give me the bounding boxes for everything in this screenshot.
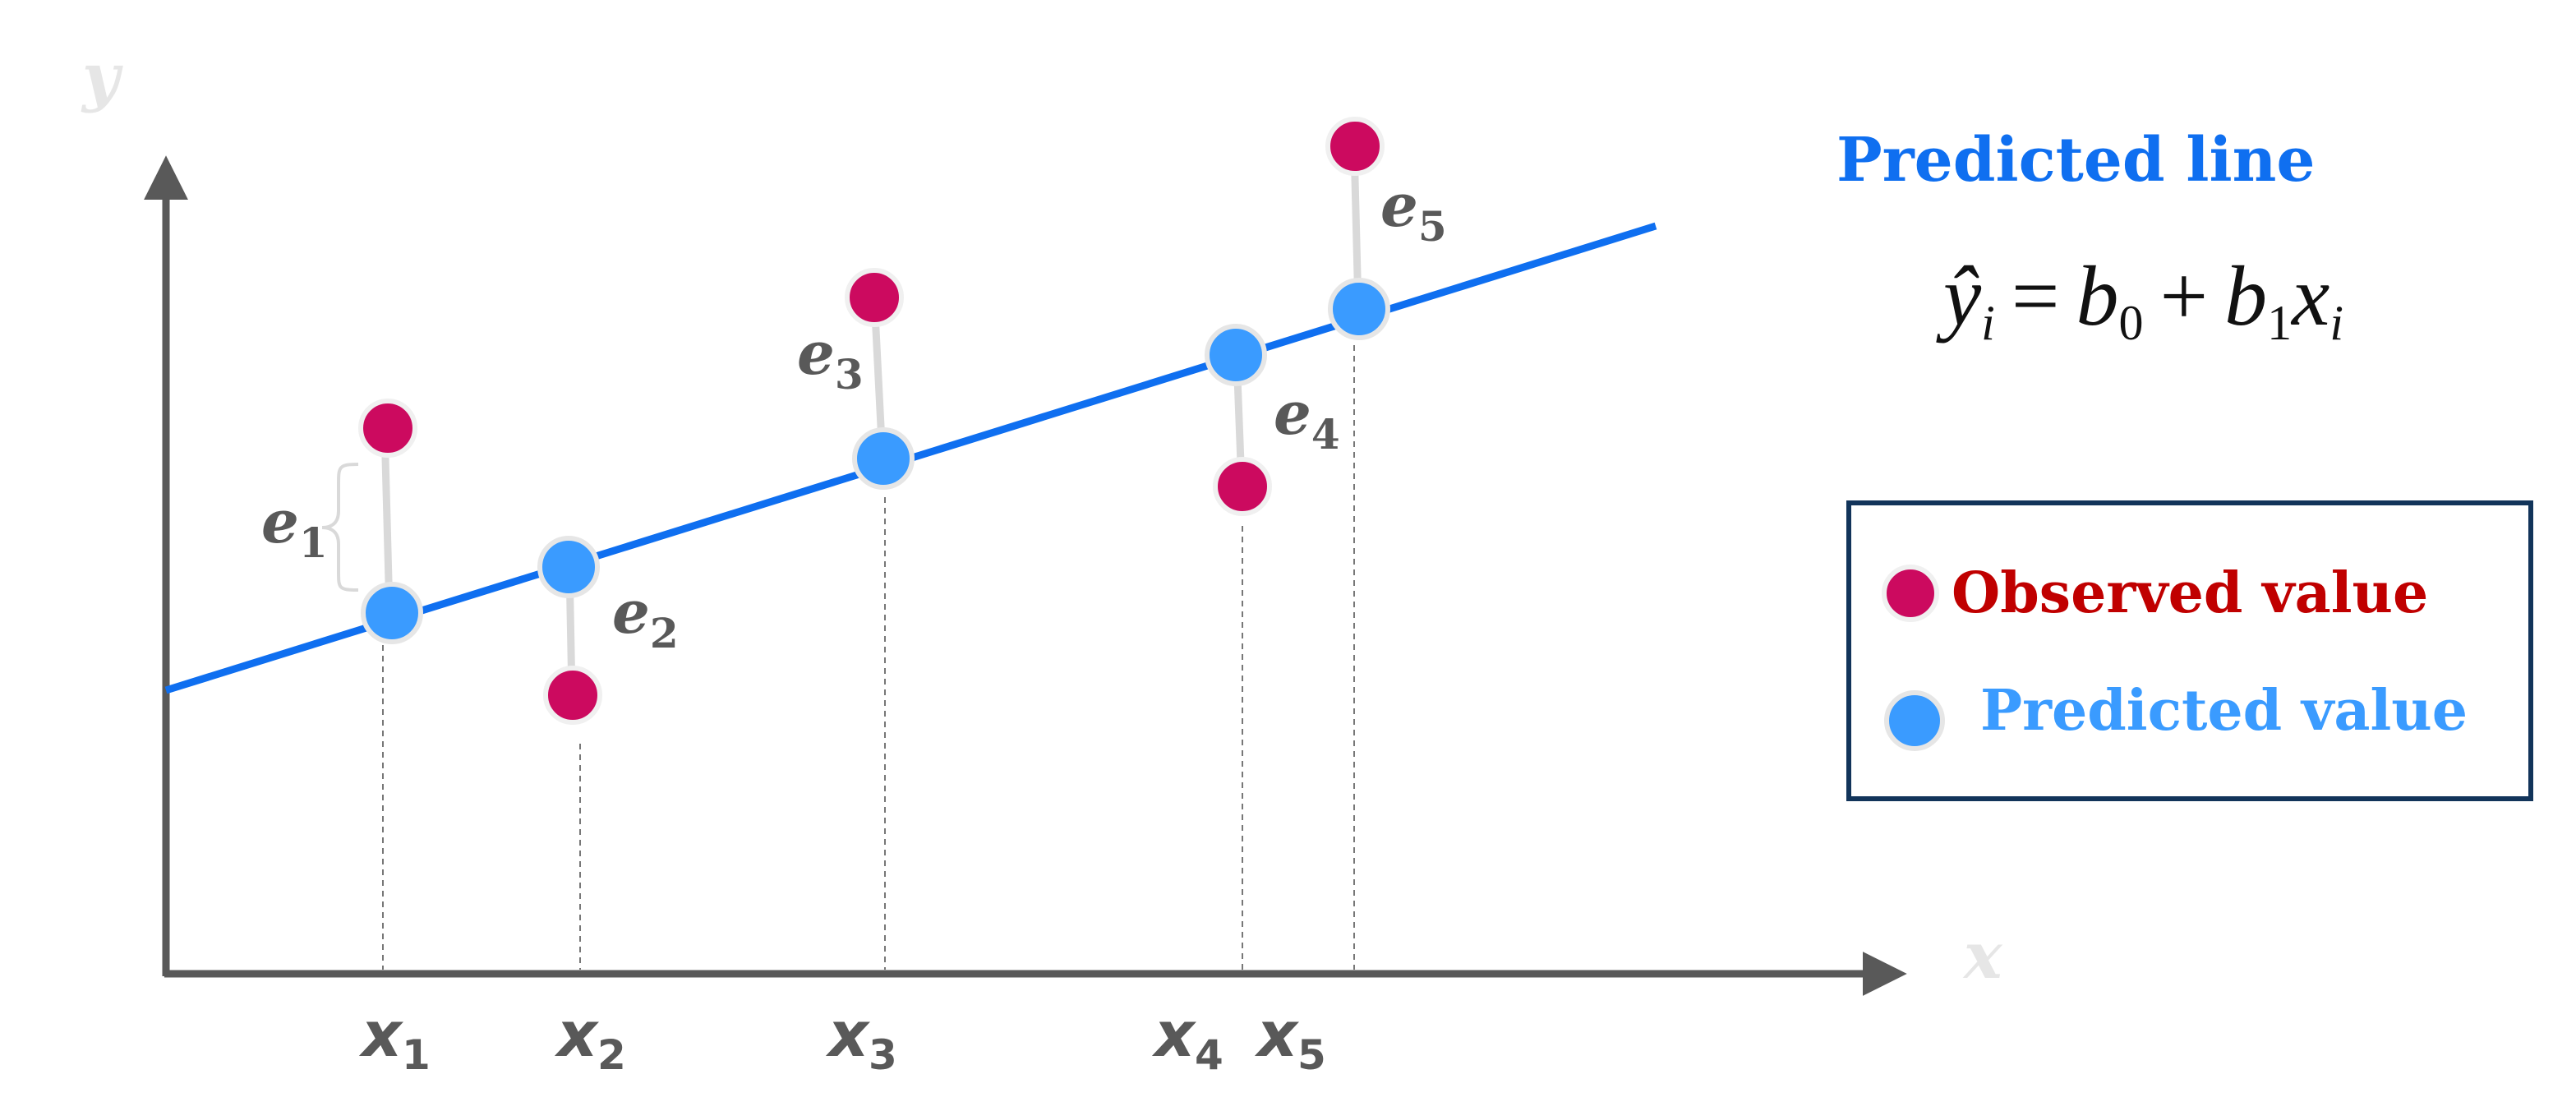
x-tick-label-1: x1: [358, 998, 431, 1079]
residual-label-1: e1: [261, 486, 328, 567]
observed-point-5: [1328, 119, 1382, 173]
residual-label-3: e3: [797, 318, 864, 399]
x-tick-label-5: x5: [1254, 998, 1326, 1079]
legend-observed-marker: [1884, 567, 1937, 620]
equation-b0: b: [2076, 249, 2119, 343]
equation-yhat: ŷ: [1936, 249, 1982, 343]
predicted-point-5: [1330, 280, 1388, 338]
observed-point-4: [1215, 459, 1270, 514]
observed-point-1: [361, 401, 415, 455]
predicted-line-title: Predicted line: [1836, 125, 2316, 196]
predicted-point-2: [540, 538, 597, 596]
x-tick-labels: x1 x2 x3 x4 x5: [358, 998, 1326, 1079]
equation-yhat-sub: i: [1981, 296, 1995, 350]
equation-x-sub: i: [2329, 296, 2343, 350]
legend: Observed value Predicted value: [1849, 503, 2531, 799]
predicted-point-4: [1207, 326, 1265, 384]
equation-b0-sub: 0: [2119, 296, 2144, 350]
equation-equals: =: [2011, 249, 2060, 343]
predicted-point-3: [855, 430, 912, 487]
observed-point-3: [847, 270, 901, 325]
legend-observed-label: Observed value: [1952, 560, 2428, 626]
observed-points: [361, 119, 1382, 722]
equation-plus: +: [2160, 249, 2209, 343]
x-tick-label-4: x4: [1151, 998, 1223, 1079]
residual-labels: e1 e2 e3 e4 e5: [261, 170, 1447, 657]
residual-connectors: [385, 146, 1358, 694]
y-axis-title: y: [81, 39, 123, 114]
predicted-point-1: [363, 584, 421, 642]
residual-label-5: e5: [1380, 170, 1447, 251]
legend-box: [1849, 503, 2531, 799]
regression-equation: ŷi = b0 + b1xi: [1936, 249, 2343, 350]
svg-text:ŷi=b0+b1xi: ŷi = b0 + b1xi: [1936, 249, 2343, 350]
observed-point-2: [546, 668, 600, 722]
legend-predicted-label: Predicted value: [1980, 678, 2468, 744]
residual-label-4: e4: [1274, 378, 1340, 459]
equation-x: x: [2290, 249, 2329, 343]
residual-label-2: e2: [612, 577, 679, 657]
legend-predicted-marker: [1887, 693, 1942, 749]
equation-b1: b: [2224, 249, 2267, 343]
x-axis-title: x: [1962, 919, 2003, 993]
equation-b1-sub: 1: [2267, 296, 2292, 350]
x-tick-label-3: x3: [825, 998, 897, 1079]
x-tick-label-2: x2: [554, 998, 626, 1079]
